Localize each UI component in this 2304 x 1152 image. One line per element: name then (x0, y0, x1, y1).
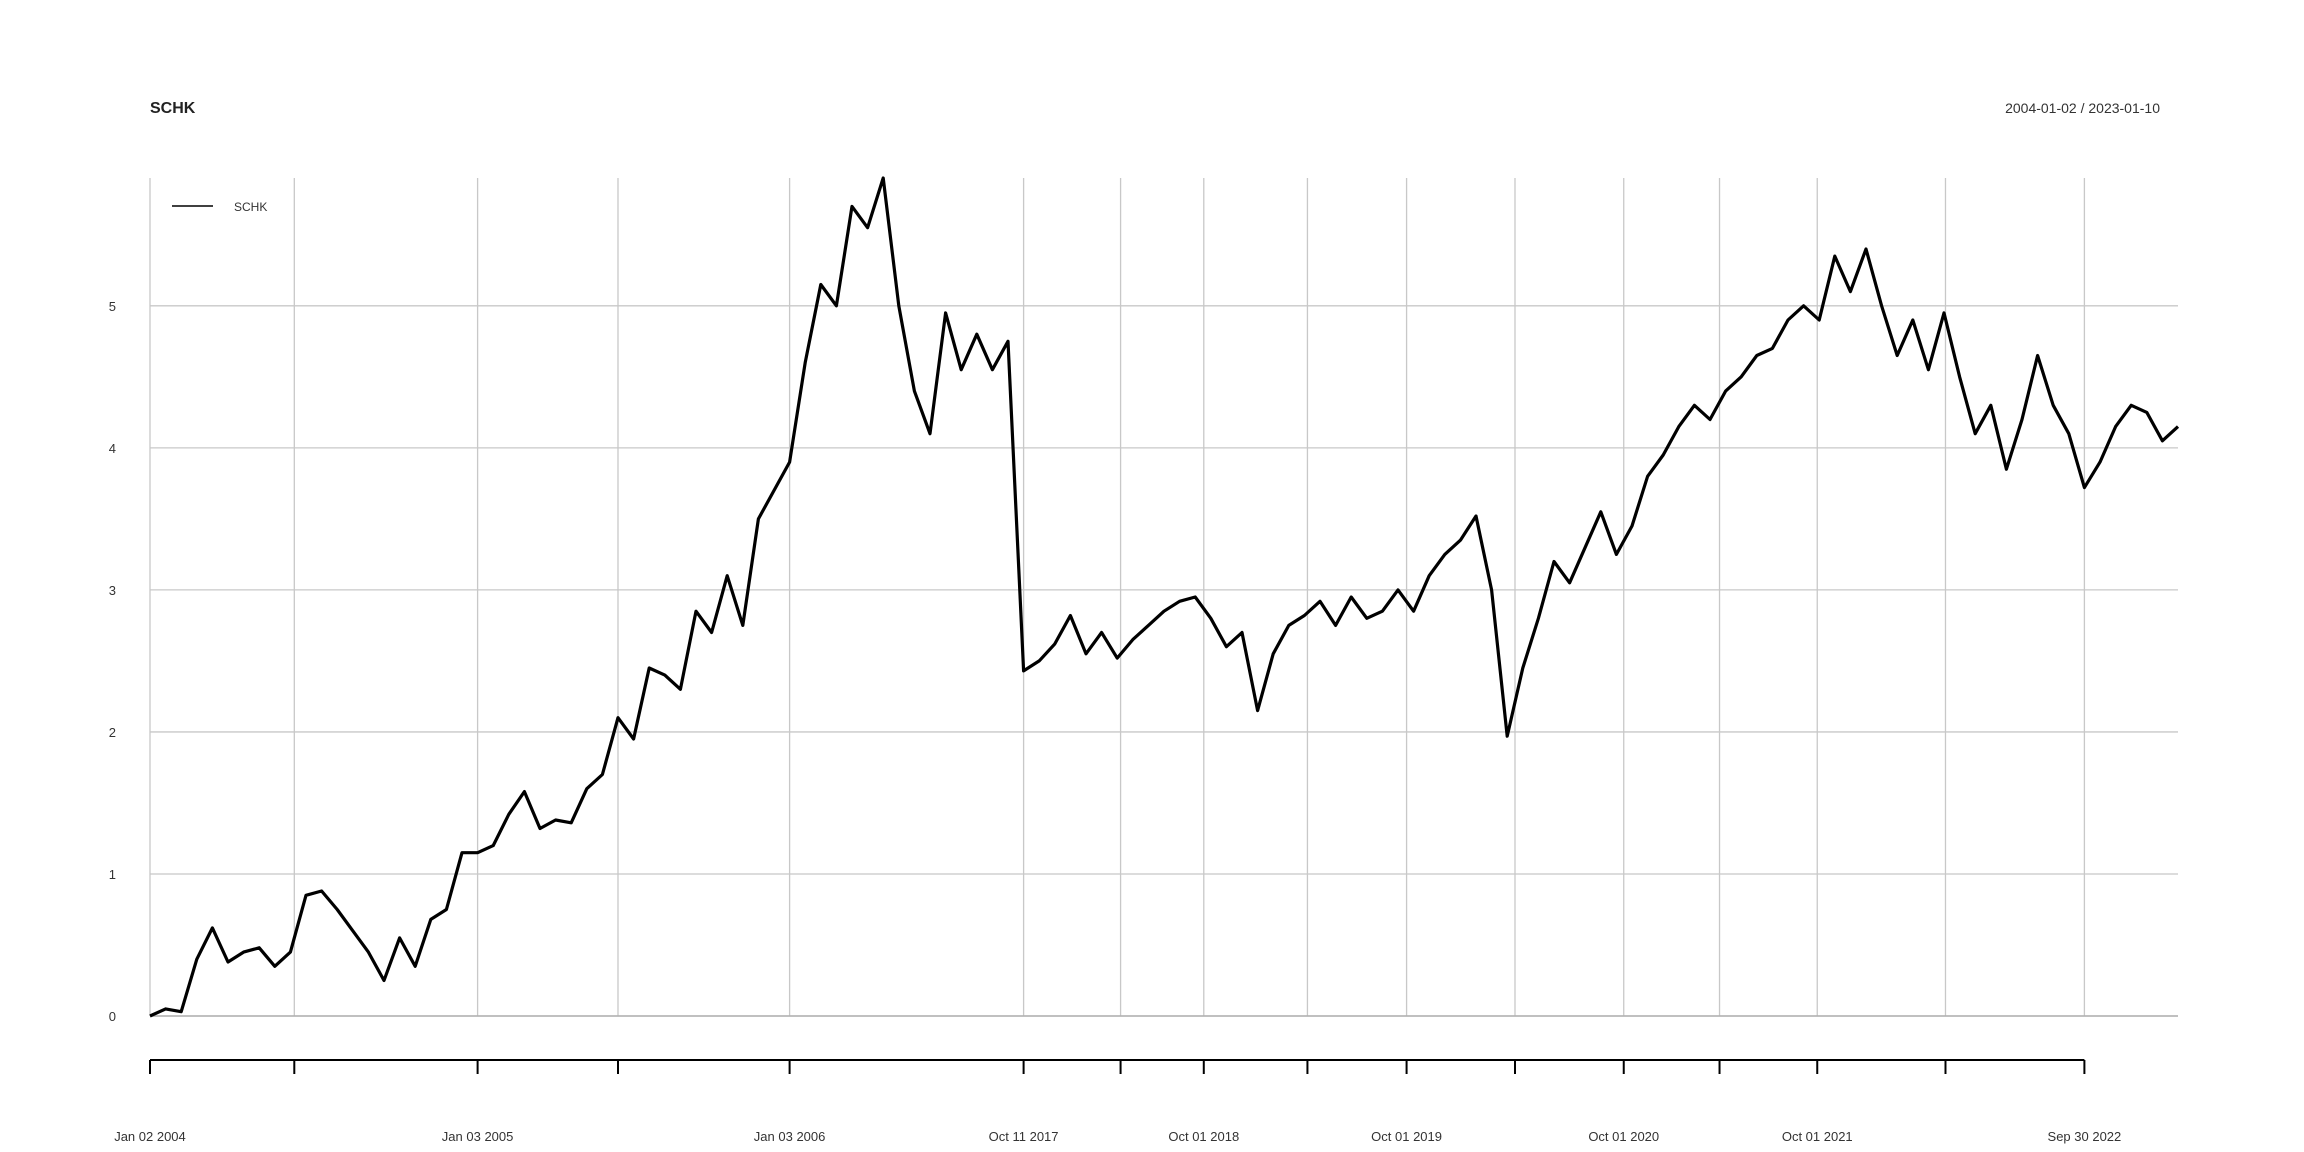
grid-layer (149, 178, 2178, 1017)
chart-title: SCHK (150, 100, 196, 117)
y-tick-label: 1 (109, 867, 116, 882)
y-tick-label: 3 (109, 583, 116, 598)
y-tick-label: 4 (109, 441, 116, 456)
legend-label: SCHK (234, 200, 267, 214)
x-tick-label: Jan 03 2005 (442, 1129, 514, 1144)
date-range-label: 2004-01-02 / 2023-01-10 (2005, 100, 2160, 116)
series-line-schk (149, 176, 2180, 1018)
y-tick-label: 2 (109, 725, 116, 740)
x-tick-label: Oct 11 2017 (989, 1129, 1059, 1144)
x-tick-label: Jan 03 2006 (754, 1129, 826, 1144)
x-tick-label: Oct 01 2019 (1371, 1129, 1442, 1144)
x-axis: Jan 02 2004 Jan 03 2005 Jan 03 2006 Oct 11 … (114, 1059, 2122, 1144)
x-tick-label: Sep 30 2022 (2048, 1129, 2122, 1144)
legend: SCHK (172, 200, 267, 214)
x-tick-label: Jan 02 2004 (114, 1129, 186, 1144)
x-tick-label: Oct 01 2018 (1168, 1129, 1239, 1144)
series-layer (149, 176, 2180, 1018)
x-tick-label: Oct 01 2021 (1782, 1129, 1853, 1144)
y-tick-label: 5 (109, 299, 116, 314)
y-axis: 0 1 2 3 4 5 (109, 299, 116, 1024)
x-tick-label: Oct 01 2020 (1588, 1129, 1659, 1144)
y-tick-label: 0 (109, 1009, 116, 1024)
